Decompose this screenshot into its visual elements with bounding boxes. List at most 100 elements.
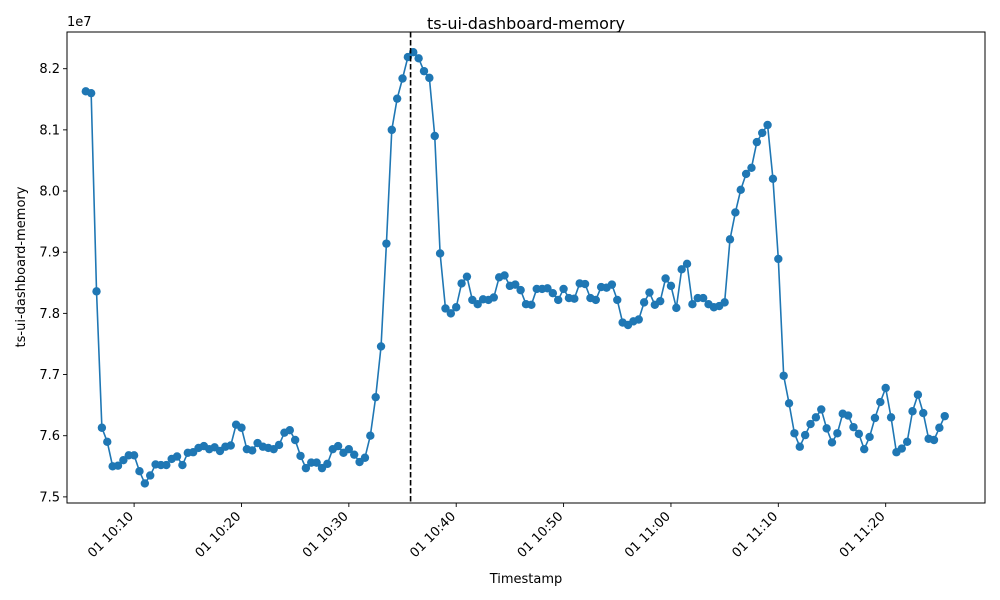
- data-point: [446, 309, 456, 318]
- data-point: [129, 451, 139, 460]
- data-point: [913, 390, 923, 399]
- data-point: [677, 265, 686, 274]
- data-point: [817, 405, 826, 414]
- y-tick-label: 7.6: [39, 429, 60, 444]
- data-point: [580, 279, 590, 289]
- data-point: [929, 435, 939, 445]
- data-point: [607, 280, 617, 289]
- y-tick-label: 8.0: [39, 185, 60, 200]
- data-point: [473, 300, 482, 309]
- y-tick-label: 7.8: [39, 307, 60, 322]
- data-point: [559, 284, 568, 294]
- data-point: [516, 285, 525, 295]
- data-point: [500, 271, 509, 280]
- data-point: [366, 431, 375, 440]
- data-point: [768, 174, 778, 184]
- data-point: [763, 120, 772, 130]
- data-point: [457, 279, 466, 288]
- data-point: [672, 303, 681, 313]
- data-point: [290, 435, 300, 445]
- plot-frame: [66, 31, 986, 504]
- data-point: [527, 300, 536, 310]
- data-point: [919, 408, 928, 418]
- data-point: [886, 413, 896, 422]
- data-point: [661, 274, 670, 283]
- data-point: [548, 288, 558, 298]
- data-point: [350, 450, 359, 459]
- plot-area: 7.57.67.77.87.98.08.18.2 01 10:10 01 10:2…: [39, 31, 986, 561]
- data-point: [162, 460, 171, 470]
- data-point: [833, 429, 842, 438]
- data-point: [312, 458, 321, 467]
- data-point: [360, 453, 370, 462]
- data-point: [741, 169, 751, 179]
- data-point: [570, 294, 579, 303]
- data-point: [333, 441, 343, 451]
- chart-title: ts-ui-dashboard-memory: [427, 14, 625, 33]
- data-point: [135, 466, 144, 476]
- data-point: [725, 235, 735, 244]
- data-point: [860, 444, 869, 454]
- data-point: [843, 411, 853, 420]
- data-point: [435, 249, 445, 258]
- data-point: [274, 440, 284, 450]
- data-point: [747, 163, 756, 172]
- data-point: [119, 455, 128, 465]
- data-layer: [81, 47, 949, 488]
- data-point: [430, 131, 439, 141]
- data-point: [870, 413, 880, 423]
- data-point: [296, 451, 305, 461]
- data-point: [822, 424, 831, 433]
- data-point: [323, 459, 332, 469]
- data-point: [897, 444, 906, 453]
- data-point: [806, 419, 815, 429]
- y-axis-label: ts-ui-dashboard-memory: [14, 186, 29, 347]
- data-point: [811, 413, 821, 422]
- data-point: [639, 298, 649, 307]
- data-point: [489, 293, 498, 302]
- data-point: [736, 185, 745, 195]
- data-point: [634, 315, 643, 324]
- data-point: [779, 371, 788, 380]
- data-point: [774, 254, 783, 264]
- data-point: [554, 295, 563, 305]
- y-tick-label: 7.5: [39, 490, 60, 505]
- data-point: [462, 272, 472, 281]
- data-point: [935, 423, 944, 432]
- data-point: [881, 383, 890, 393]
- data-point: [800, 430, 810, 440]
- y-tick-label: 8.2: [39, 62, 60, 77]
- data-point: [103, 437, 112, 447]
- data-point: [441, 304, 450, 313]
- data-point: [371, 392, 380, 402]
- data-point: [376, 342, 386, 351]
- data-point: [86, 88, 96, 98]
- data-point: [613, 295, 622, 305]
- data-point: [752, 137, 762, 147]
- data-point: [97, 423, 107, 432]
- data-point: [827, 438, 837, 447]
- data-point: [790, 429, 799, 438]
- y-axis: 7.5 7.6 7.7 7.8 7.9 8.0 8.1 8.2: [39, 62, 67, 505]
- data-point: [425, 73, 434, 83]
- data-point: [344, 444, 354, 454]
- data-point: [698, 293, 708, 303]
- y-tick-label: 8.1: [39, 123, 60, 138]
- data-point: [140, 479, 150, 488]
- data-point: [92, 287, 101, 296]
- y-tick-label: 7.7: [39, 368, 60, 383]
- data-point: [865, 432, 874, 442]
- data-point: [758, 128, 767, 138]
- data-point: [688, 300, 697, 309]
- data-point: [795, 442, 804, 451]
- y-axis-offset-text: 1e7: [67, 15, 92, 30]
- data-point: [452, 303, 461, 312]
- data-point: [656, 296, 665, 306]
- data-point: [398, 74, 407, 83]
- data-point: [113, 461, 123, 470]
- data-point: [645, 288, 654, 297]
- data-point: [902, 437, 912, 447]
- data-point: [226, 441, 235, 450]
- data-point: [419, 66, 429, 76]
